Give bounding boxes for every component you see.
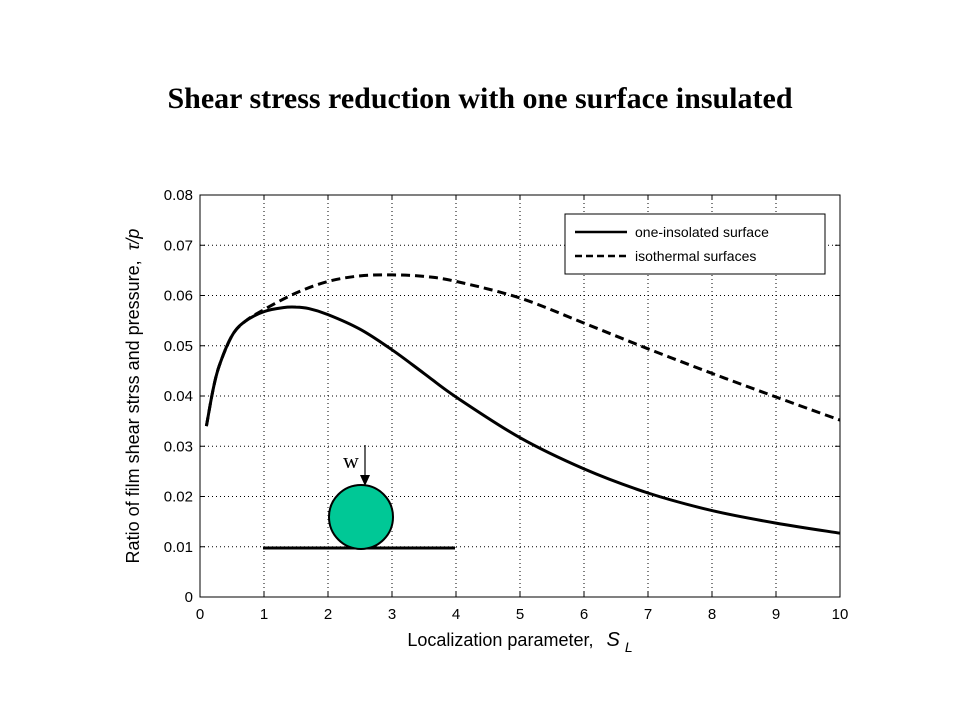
load-arrowhead-icon (360, 475, 370, 486)
x-tick-label: 3 (388, 606, 396, 623)
series-lines (204, 273, 841, 535)
tick-labels: 0 1 2 3 4 5 6 7 8 9 10 0 0.01 0.02 0.03 0.04 0.05 0.06 0.0… (164, 187, 849, 623)
y-tick-label: 0.02 (164, 489, 193, 506)
x-axis-label-subscript: L (625, 639, 633, 655)
y-tick-label: 0.05 (164, 338, 193, 355)
load-label: w (343, 448, 359, 473)
contact-diagram: w (263, 445, 455, 550)
x-tick-label: 1 (260, 606, 268, 623)
x-tick-label: 6 (580, 606, 588, 623)
x-axis-label-text: Localization parameter, (407, 630, 593, 650)
x-tick-label: 5 (516, 606, 524, 623)
y-tick-label: 0.06 (164, 288, 193, 305)
legend-label-one-insolated: one-insolated surface (635, 224, 769, 240)
y-tick-label: 0 (185, 589, 193, 606)
y-tick-label: 0.08 (164, 187, 193, 204)
series-line-isothermal (204, 273, 841, 427)
y-tick-label: 0.04 (164, 388, 193, 405)
x-tick-label: 9 (772, 606, 780, 623)
slide-title: Shear stress reduction with one surface … (167, 82, 793, 115)
legend: one-insolated surface isothermal surface… (564, 213, 826, 275)
x-tick-label: 4 (452, 606, 460, 623)
y-axis-label: Ratio of film shear strss and pressure, … (123, 229, 143, 564)
cylinder-ball (328, 484, 394, 550)
x-tick-label: 7 (644, 606, 652, 623)
x-tick-label: 2 (324, 606, 332, 623)
y-tick-label: 0.07 (164, 237, 193, 254)
x-tick-label: 0 (196, 606, 204, 623)
y-axis-label-symbol: τ/p (123, 229, 143, 251)
x-axis-label-symbol: S (606, 629, 620, 651)
x-tick-label: 10 (832, 606, 849, 623)
legend-box (564, 213, 826, 275)
y-tick-label: 0.01 (164, 539, 193, 556)
legend-label-isothermal: isothermal surfaces (635, 248, 756, 264)
y-tick-label: 0.03 (164, 438, 193, 455)
axis-ticks (199, 194, 841, 598)
series-line-one-insolated (204, 305, 841, 535)
x-axis-label: Localization parameter, S L (407, 629, 632, 655)
y-axis-label-text: Ratio of film shear strss and pressure, (123, 260, 143, 563)
x-tick-label: 8 (708, 606, 716, 623)
